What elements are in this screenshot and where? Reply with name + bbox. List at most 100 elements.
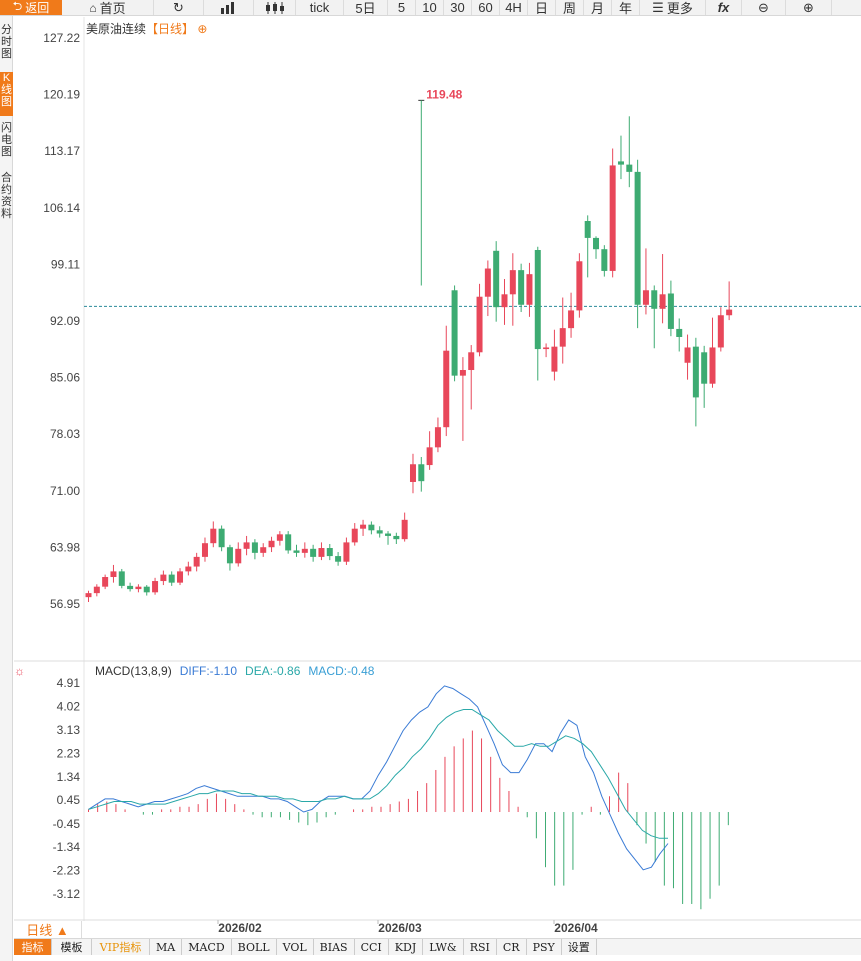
symbol-name: 美原油连续 <box>86 22 147 36</box>
macd-title: MACD(13,8,9) <box>95 664 172 678</box>
indicator-rsi[interactable]: RSI <box>464 939 497 955</box>
macd-tick-label: -3.12 <box>53 887 81 901</box>
period-day[interactable]: 日 <box>528 0 556 16</box>
macd-tick-label: -2.23 <box>53 864 81 878</box>
indicator-settings-icon[interactable]: ☼ <box>14 664 25 678</box>
add-circle-icon[interactable]: ⊕ <box>194 22 208 36</box>
price-tick-label: 127.22 <box>43 31 80 45</box>
date-tick-label: 2026/02 <box>218 921 262 935</box>
zoom-out-icon: ⊖ <box>758 0 769 15</box>
candle-body <box>351 528 358 543</box>
candle-body <box>601 249 608 271</box>
indicator-ma[interactable]: MA <box>150 939 183 955</box>
candle-body <box>692 346 699 398</box>
candle-body <box>102 577 109 587</box>
indicator-psy[interactable]: PSY <box>527 939 562 955</box>
price-tick-label: 106.14 <box>43 201 80 215</box>
period-5min[interactable]: 5 <box>388 0 416 15</box>
candle-body <box>285 534 292 551</box>
tab-kline[interactable]: K线图 <box>0 72 13 116</box>
candle-body <box>717 315 724 348</box>
period-year[interactable]: 年 <box>612 0 640 16</box>
candle-body <box>85 593 92 598</box>
tab-indicators[interactable]: 指标 <box>14 939 52 955</box>
home-button[interactable]: ⌂ 首页 <box>62 0 154 16</box>
candle-style-button[interactable] <box>254 0 296 15</box>
chart-legend: 美原油连续【日线】 ⊕ <box>86 20 207 37</box>
diff-line <box>88 685 669 871</box>
candle-body <box>667 293 674 329</box>
tab-contract-info[interactable]: 合约资料 <box>1 172 12 220</box>
candle-body <box>576 261 583 311</box>
chart-type-button[interactable] <box>204 0 254 15</box>
period-week[interactable]: 周 <box>556 0 584 16</box>
candle-body <box>368 524 375 531</box>
back-arrow-icon: ⮌ <box>12 0 23 13</box>
indicator-settings[interactable]: 设置 <box>562 939 597 955</box>
candle-body <box>401 519 408 540</box>
period-10min[interactable]: 10 <box>416 0 444 15</box>
candle-body <box>218 528 225 548</box>
home-label: 首页 <box>99 1 126 16</box>
zoom-in-icon: ⊕ <box>803 0 814 15</box>
indicator-bias[interactable]: BIAS <box>314 939 355 955</box>
candle-body <box>443 350 450 428</box>
candle-body <box>518 270 525 305</box>
macd-tick-label: 1.34 <box>57 770 81 784</box>
candle-body <box>343 542 350 562</box>
candle-body <box>177 571 184 583</box>
period-4h[interactable]: 4H <box>500 0 528 15</box>
period-bar: 日线 ▲ <box>14 921 861 938</box>
back-button[interactable]: ⮌ 返回 <box>0 0 62 15</box>
macd-histogram-value: MACD:-0.48 <box>308 664 375 678</box>
bar-chart-icon <box>220 1 234 14</box>
period-60min[interactable]: 60 <box>472 0 500 15</box>
tab-template[interactable]: 模板 <box>52 939 92 955</box>
indicator-macd[interactable]: MACD <box>182 939 232 955</box>
candle-body <box>426 447 433 466</box>
price-tick-label: 71.00 <box>50 484 80 498</box>
tick-button[interactable]: tick <box>296 0 344 15</box>
period-month[interactable]: 月 <box>584 0 612 16</box>
zoom-out-button[interactable]: ⊖ <box>742 0 786 15</box>
candle-body <box>676 328 683 337</box>
more-label: 更多 <box>666 1 693 16</box>
candle-body <box>160 574 167 582</box>
candle-body <box>559 328 566 347</box>
candle-body <box>293 550 300 553</box>
indicator-cr[interactable]: CR <box>497 939 527 955</box>
candle-body <box>393 535 400 540</box>
indicator-kdj[interactable]: KDJ <box>389 939 424 955</box>
tab-flash-chart[interactable]: 闪电图 <box>1 122 12 158</box>
macd-diff-value: DIFF:-1.10 <box>179 664 238 678</box>
price-tick-label: 113.17 <box>44 144 80 158</box>
indicator-boll[interactable]: BOLL <box>232 939 277 955</box>
indicator-cci[interactable]: CCI <box>355 939 389 955</box>
candle-body <box>609 165 616 271</box>
indicator-bar: 指标 模板 VIP指标 MA MACD BOLL VOL BIAS CCI KD… <box>14 938 861 955</box>
indicator-vol[interactable]: VOL <box>277 939 314 955</box>
candle-body <box>376 530 383 534</box>
indicator-lw[interactable]: LW& <box>423 939 464 955</box>
candle-body <box>335 556 342 562</box>
back-label: 返回 <box>25 1 50 15</box>
tab-vip-indicators[interactable]: VIP指标 <box>92 939 150 955</box>
period-tag: 【日线】 <box>146 22 195 36</box>
period-selector[interactable]: 日线 ▲ <box>14 921 82 938</box>
candle-body <box>185 566 192 572</box>
more-button[interactable]: ☰ 更多 <box>640 0 706 16</box>
candle-body <box>418 464 425 482</box>
refresh-button[interactable]: ↻ <box>154 0 204 15</box>
candle-body <box>626 164 633 172</box>
zoom-in-button[interactable]: ⊕ <box>786 0 832 15</box>
macd-tick-label: 3.13 <box>57 723 81 737</box>
dea-line <box>88 709 668 839</box>
candle-body <box>659 294 666 309</box>
candle-body <box>476 296 483 353</box>
tab-timeshare[interactable]: 分时图 <box>1 24 12 60</box>
formula-button[interactable]: fx <box>706 0 742 15</box>
price-tick-label: 56.95 <box>50 597 80 611</box>
period-30min[interactable]: 30 <box>444 0 472 15</box>
period-5d[interactable]: 5日 <box>344 0 388 16</box>
